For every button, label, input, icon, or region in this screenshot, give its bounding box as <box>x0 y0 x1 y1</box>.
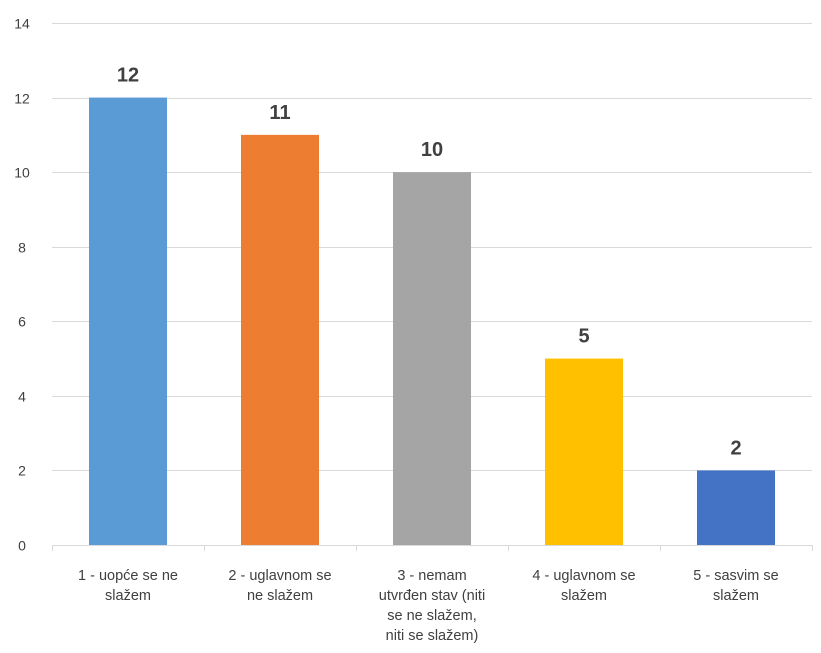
bar <box>241 134 319 545</box>
data-label: 12 <box>117 65 139 87</box>
y-axis-tick-labels: 0 2 4 6 8 10 12 14 <box>14 16 30 554</box>
data-labels: 12 11 10 5 2 <box>117 65 742 460</box>
category-label-line: slažem <box>561 588 607 604</box>
y-tick-label: 0 <box>18 538 26 554</box>
y-tick-label: 4 <box>18 389 26 405</box>
category-label-line: 1 - uopće se ne <box>78 568 178 584</box>
x-axis-tick-marks <box>52 545 813 551</box>
category-label: 2 - uglavnom se ne slažem <box>228 568 331 604</box>
category-label: 4 - uglavnom se slažem <box>532 568 635 604</box>
category-label: 3 - nemam utvrđen stav (niti se ne slažem,… <box>379 568 485 644</box>
y-tick-label: 10 <box>14 165 30 181</box>
category-label-line: ne slažem <box>247 588 313 604</box>
category-label-line: utvrđen stav (niti <box>379 588 485 604</box>
bar <box>393 172 471 545</box>
category-labels: 1 - uopće se ne slažem 2 - uglavnom se ne s… <box>78 568 779 644</box>
category-label-line: niti se slažem) <box>386 628 479 644</box>
category-label-line: slažem <box>105 588 151 604</box>
data-label: 5 <box>578 326 589 348</box>
data-label: 11 <box>269 102 290 124</box>
category-label: 5 - sasvim se slažem <box>693 568 778 604</box>
data-label: 10 <box>421 139 443 161</box>
data-label: 2 <box>730 437 741 459</box>
category-label-line: 2 - uglavnom se <box>228 568 331 584</box>
category-label-line: 4 - uglavnom se <box>532 568 635 584</box>
bar <box>89 97 167 546</box>
bars <box>89 97 775 546</box>
y-tick-label: 12 <box>14 91 30 107</box>
bar <box>545 358 623 545</box>
bar <box>697 470 775 545</box>
category-label-line: 5 - sasvim se <box>693 568 778 584</box>
y-tick-label: 6 <box>18 314 26 330</box>
category-label-line: slažem <box>713 588 759 604</box>
y-tick-label: 14 <box>14 16 30 32</box>
y-tick-label: 2 <box>18 463 26 479</box>
category-label-line: se ne slažem, <box>387 608 476 624</box>
y-tick-label: 8 <box>18 240 26 256</box>
category-label: 1 - uopće se ne slažem <box>78 568 178 604</box>
category-label-line: 3 - nemam <box>397 568 466 584</box>
